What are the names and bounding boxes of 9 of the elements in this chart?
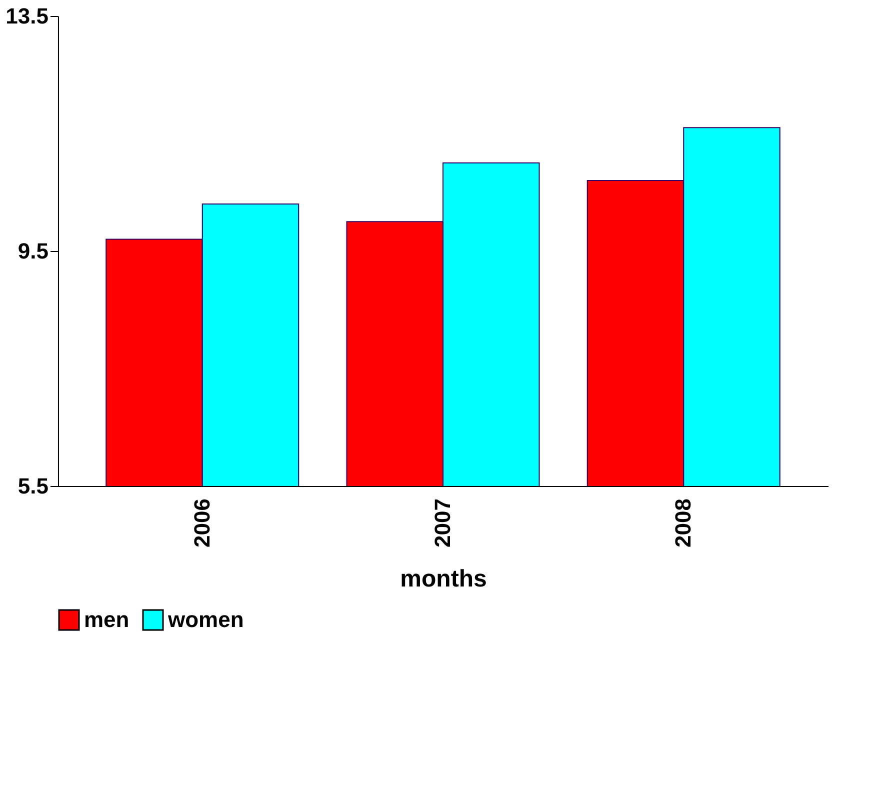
- legend-label: men: [84, 607, 130, 632]
- y-tick-label: 5.5: [18, 474, 48, 498]
- y-tick-label: 9.5: [18, 238, 48, 264]
- x-tick-label: 2007: [430, 498, 455, 548]
- x-tick-label: 2008: [670, 498, 696, 548]
- legend-label: women: [167, 607, 244, 632]
- y-tick-label: 13.5: [6, 4, 48, 28]
- x-axis-title: months: [400, 565, 487, 592]
- x-tick-label: 2006: [189, 498, 214, 548]
